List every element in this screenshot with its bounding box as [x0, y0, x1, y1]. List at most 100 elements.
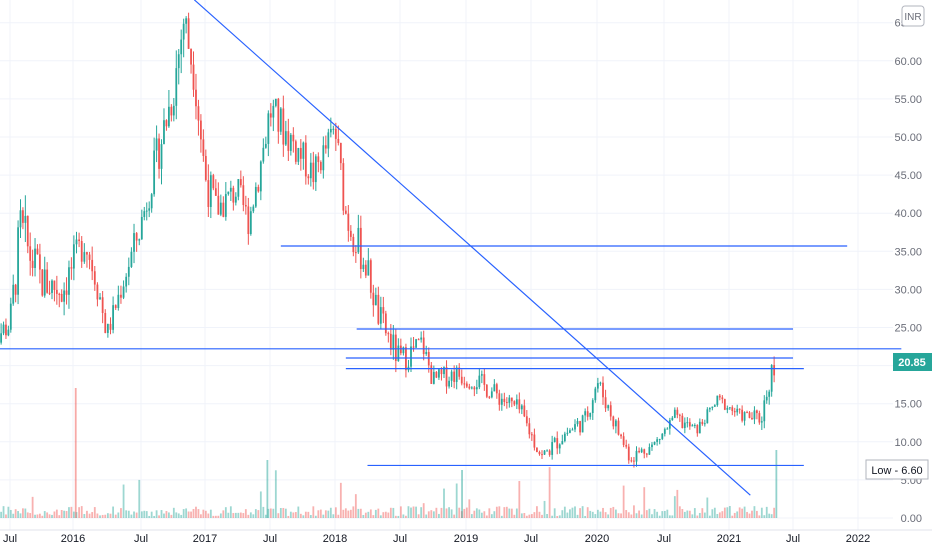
volume-bar [279, 508, 282, 518]
candle-body [304, 142, 307, 177]
volume-bar [197, 509, 200, 518]
volume-bar [394, 515, 397, 518]
x-tick-label: 2022 [846, 533, 870, 545]
candle-body [566, 432, 569, 434]
candle-body [495, 384, 498, 394]
volume-bar [180, 514, 183, 518]
candle-body [65, 290, 68, 295]
candle-body [571, 429, 574, 431]
candle-body [458, 367, 461, 377]
candle-body [463, 383, 466, 385]
candle-body [372, 292, 375, 306]
volume-bar [347, 510, 350, 518]
volume-bar [751, 510, 753, 518]
volume-bar [493, 511, 496, 518]
volume-bar [106, 513, 109, 518]
volume-bar [645, 510, 648, 518]
candle-body [453, 371, 456, 382]
trend-line[interactable] [193, 0, 751, 496]
candle-body [125, 276, 128, 287]
volume-bar [222, 510, 225, 518]
x-tick-label: Jul [524, 533, 538, 545]
volume-bar [643, 487, 646, 518]
volume-bar [357, 508, 360, 518]
volume-bar [12, 513, 15, 518]
candle-body [309, 162, 312, 179]
candle-body [594, 388, 597, 401]
volume-bar [41, 515, 44, 518]
currency-badge[interactable]: INR [901, 5, 925, 27]
volume-bar [199, 514, 202, 518]
volume-bar [204, 510, 207, 518]
candle-body [91, 259, 94, 272]
candle-body [43, 269, 46, 296]
candle-body [604, 397, 607, 409]
candle-body [653, 441, 656, 445]
volume-bar [551, 515, 554, 518]
candle-body [425, 351, 428, 355]
x-tick-label: Jul [134, 533, 148, 545]
volume-bar [299, 513, 302, 518]
volume-bar [392, 507, 395, 518]
volume-bar [698, 512, 701, 518]
last-price-badge: 20.85 [893, 353, 932, 371]
candle-body [122, 286, 125, 298]
volume-bar [22, 508, 24, 518]
volume-bar [718, 512, 721, 518]
candle-body [140, 216, 143, 240]
volume-bar [581, 506, 584, 518]
candle-body [257, 186, 260, 192]
candle-body [163, 120, 165, 145]
candle-body [576, 421, 579, 425]
x-tick-label: Jul [3, 533, 17, 545]
candle-body [104, 312, 107, 333]
candle-body [635, 450, 638, 462]
volume-bars [0, 388, 778, 518]
candle-body [377, 294, 380, 324]
volume-bar [133, 511, 135, 518]
volume-bar [723, 507, 726, 518]
candle-body [187, 18, 190, 49]
candle-body [651, 444, 653, 448]
candle-body [607, 405, 610, 409]
candle-body [349, 230, 352, 237]
volume-bar [324, 510, 327, 518]
volume-bar [244, 509, 247, 518]
candle-body [342, 163, 345, 211]
volume-bar [622, 485, 625, 518]
volume-bar [207, 513, 210, 518]
candle-body [768, 391, 771, 397]
y-tick-label: 60.00 [894, 56, 922, 68]
volume-bar [93, 507, 96, 518]
candle-body [609, 405, 612, 417]
volume-bar [202, 509, 205, 518]
volume-bar [104, 514, 107, 518]
candle-body [214, 188, 217, 196]
volume-bar [463, 508, 466, 518]
volume-bar [36, 514, 39, 518]
last-price-label: 20.85 [898, 357, 926, 369]
y-tick-label: 0.00 [901, 513, 922, 525]
candle-body [212, 175, 215, 189]
volume-bar [127, 510, 130, 518]
candle-body [480, 374, 483, 376]
candle-body [465, 383, 468, 387]
candle-body [294, 141, 297, 162]
volume-bar [518, 481, 521, 518]
volume-bar [470, 514, 473, 518]
candle-body [267, 113, 270, 144]
volume-bar [217, 515, 220, 518]
candle-body [24, 215, 27, 223]
volume-bar [686, 510, 689, 518]
volume-bar [339, 482, 342, 518]
candle-body [239, 179, 242, 186]
candle-body [584, 411, 587, 416]
candle-body [284, 131, 287, 145]
volume-bar [599, 511, 602, 518]
volume-bar [443, 488, 445, 518]
volume-bar [495, 506, 498, 518]
candle-body [199, 120, 202, 140]
volume-bar [382, 512, 385, 518]
volume-bar [389, 507, 392, 518]
